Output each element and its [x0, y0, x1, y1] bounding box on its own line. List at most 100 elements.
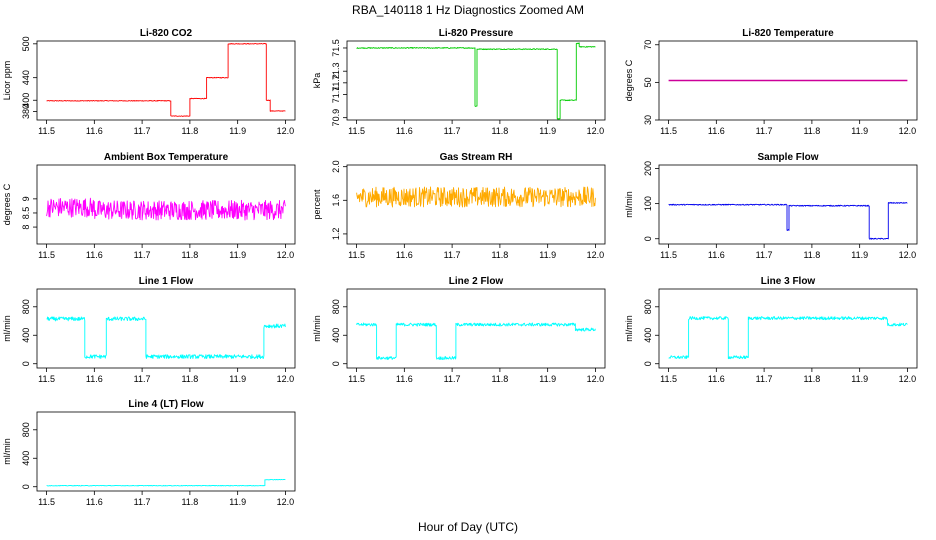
y-tick-label: 400: [643, 328, 653, 343]
x-tick-label: 11.8: [803, 374, 820, 384]
figure-xlabel: Hour of Day (UTC): [418, 520, 518, 534]
x-tick-label: 11.9: [851, 374, 868, 384]
y-tick-label: 8: [21, 225, 31, 230]
panel-title: Sample Flow: [757, 152, 818, 163]
panel-0: Li-820 CO2 Licor ppm 11.5 11.6 11.7 11.8 11.9 1…: [2, 28, 296, 136]
y-tick-label: 50: [643, 77, 653, 87]
y-tick-label: 200: [643, 161, 653, 176]
panel-title: Li-820 Pressure: [439, 28, 514, 39]
x-tick-label: 11.6: [86, 250, 103, 260]
panel-frame: [346, 288, 606, 369]
y-tick-label: 9: [21, 196, 31, 201]
x-tick-label: 11.8: [181, 250, 198, 260]
y-tick-label: 380: [21, 104, 31, 119]
panel-2: Li-820 Temperature degrees C 11.5 11.6 11.7 1…: [624, 28, 918, 136]
x-tick-label: 12.0: [587, 250, 605, 260]
panel-5: Sample Flow ml/min 11.5 11.6 11.7 11.8 11.9 12.…: [624, 152, 918, 260]
series-line: [356, 42, 596, 120]
x-tick-label: 11.7: [756, 250, 773, 260]
y-tick-label: 400: [21, 328, 31, 343]
x-tick-label: 11.5: [38, 374, 55, 384]
panel-title: Line 3 Flow: [761, 276, 816, 287]
panel-9: Line 4 (LT) Flow ml/min 11.5 11.6 11.7 11.8 11…: [2, 399, 296, 507]
series-line: [46, 43, 286, 117]
x-tick-label: 11.7: [756, 126, 773, 136]
series-line: [46, 478, 286, 487]
x-tick-label: 11.8: [803, 250, 820, 260]
x-tick-label: 11.7: [134, 250, 151, 260]
x-tick-label: 11.7: [444, 126, 461, 136]
x-tick-label: 11.7: [134, 374, 151, 384]
panel-frame: [658, 288, 918, 369]
figure-title: RBA_140118 1 Hz Diagnostics Zoomed AM: [352, 3, 584, 17]
y-tick-label: 71.5: [331, 39, 341, 57]
x-tick-label: 11.8: [491, 374, 508, 384]
x-tick-label: 12.0: [277, 250, 295, 260]
y-tick-label: 71.3: [331, 62, 341, 80]
x-tick-label: 11.9: [229, 374, 246, 384]
y-tick-label: 71.1: [331, 86, 341, 104]
y-tick-label: 70: [643, 40, 653, 50]
x-tick-label: 11.5: [348, 126, 365, 136]
x-tick-label: 11.5: [348, 374, 365, 384]
panel-frame: [658, 164, 918, 245]
y-tick-label: 800: [331, 299, 341, 314]
y-tick-label: 440: [21, 70, 31, 85]
y-tick-label: 800: [643, 299, 653, 314]
panel-frame: [346, 164, 606, 245]
panel-title: Line 2 Flow: [449, 276, 504, 287]
x-tick-label: 11.8: [181, 126, 198, 136]
y-axis-label: ml/min: [624, 191, 634, 218]
y-tick-label: 0: [331, 361, 341, 366]
y-axis-label: degrees C: [624, 59, 634, 101]
series-line: [668, 316, 908, 360]
panel-title: Line 1 Flow: [139, 276, 194, 287]
panel-title: Li-820 CO2: [140, 28, 193, 39]
y-tick-label: 0: [21, 484, 31, 489]
x-tick-label: 11.8: [181, 374, 198, 384]
x-tick-label: 11.6: [86, 126, 103, 136]
x-tick-label: 11.6: [396, 374, 413, 384]
y-axis-label: ml/min: [624, 315, 634, 342]
x-tick-label: 11.5: [660, 250, 677, 260]
y-axis-label: ml/min: [2, 315, 12, 342]
y-tick-label: 0: [21, 361, 31, 366]
panel-frame: [36, 411, 296, 492]
y-axis-label: degrees C: [2, 183, 12, 225]
y-tick-label: 800: [21, 422, 31, 437]
y-tick-label: 400: [21, 93, 31, 108]
series-line: [356, 186, 596, 208]
x-tick-label: 11.6: [708, 374, 725, 384]
x-tick-label: 11.7: [756, 374, 773, 384]
panel-frame: [36, 40, 296, 121]
y-axis-label: percent: [312, 189, 322, 220]
x-tick-label: 11.6: [86, 374, 103, 384]
y-axis-label: ml/min: [2, 438, 12, 465]
panel-6: Line 1 Flow ml/min 11.5 11.6 11.7 11.8 11.9 12.…: [2, 276, 296, 384]
x-tick-label: 11.9: [229, 250, 246, 260]
series-line: [46, 316, 286, 360]
x-tick-label: 11.7: [444, 250, 461, 260]
panel-7: Line 2 Flow ml/min 11.5 11.6 11.7 11.8 11.9 12.…: [312, 276, 606, 384]
panel-title: Gas Stream RH: [440, 152, 513, 163]
x-tick-label: 11.5: [38, 497, 55, 507]
panel-8: Line 3 Flow ml/min 11.5 11.6 11.7 11.8 11.9 12.…: [624, 276, 918, 384]
x-tick-label: 11.6: [708, 250, 725, 260]
panel-title: Line 4 (LT) Flow: [128, 399, 204, 410]
y-axis-label: Licor ppm: [2, 61, 12, 101]
y-tick-label: 1.6: [331, 194, 341, 207]
x-tick-label: 11.5: [660, 126, 677, 136]
x-tick-label: 11.9: [539, 126, 556, 136]
y-axis-label: kPa: [312, 73, 322, 89]
y-tick-label: 0: [643, 361, 653, 366]
x-tick-label: 11.9: [539, 374, 556, 384]
y-axis-label: ml/min: [312, 315, 322, 342]
panel-title: Li-820 Temperature: [742, 28, 834, 39]
series-line: [356, 322, 596, 361]
x-tick-label: 12.0: [277, 374, 295, 384]
x-tick-label: 11.8: [181, 497, 198, 507]
y-tick-label: 100: [643, 196, 653, 211]
panel-3: Ambient Box Temperature degrees C 11.5 11.6…: [2, 152, 296, 260]
x-tick-label: 12.0: [277, 126, 295, 136]
